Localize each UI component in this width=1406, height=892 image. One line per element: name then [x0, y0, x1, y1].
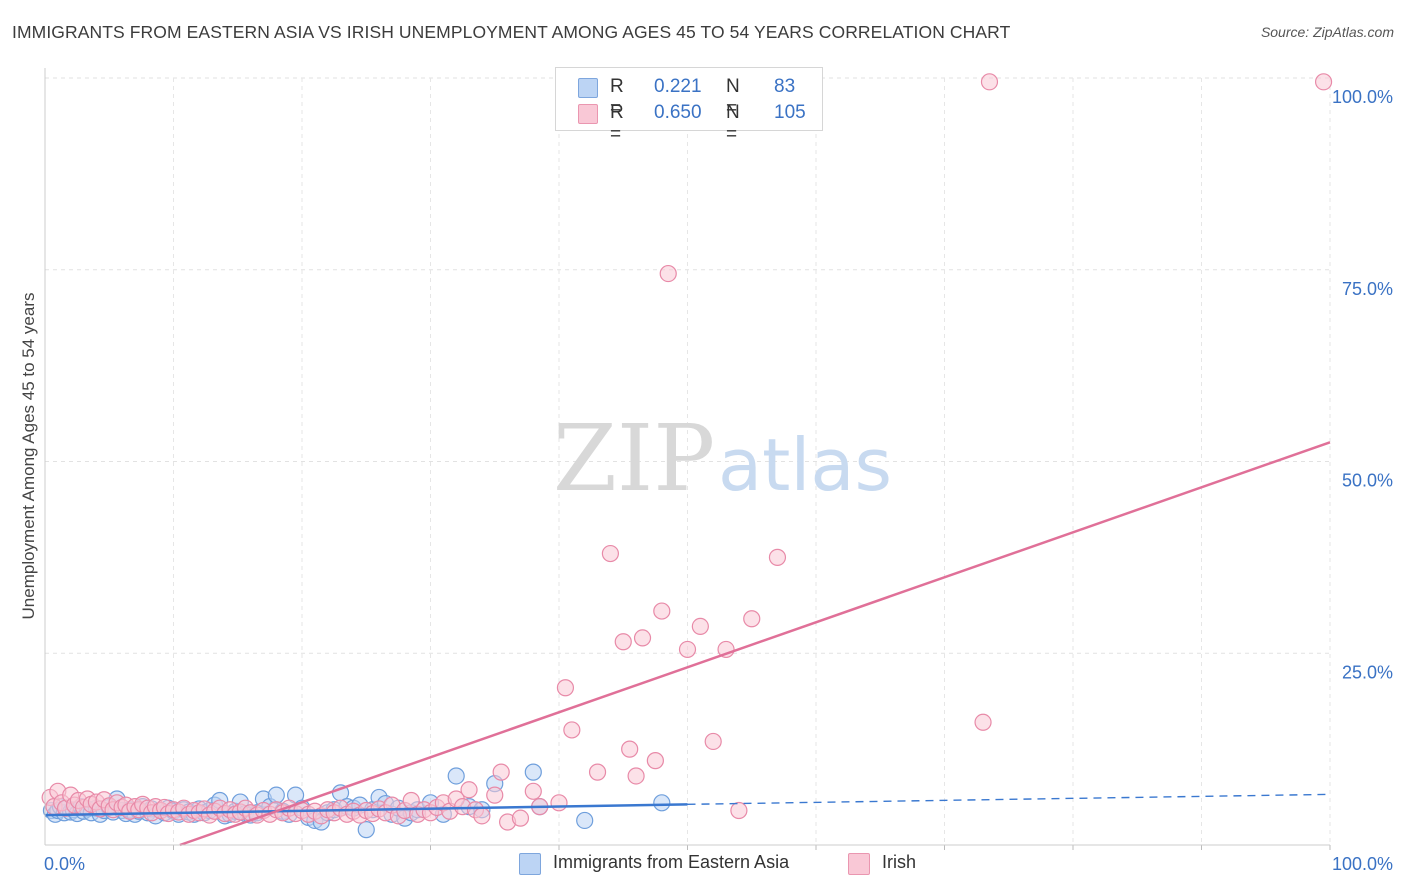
y-tick-label: 50.0%: [1342, 471, 1393, 491]
irish-point: [627, 767, 645, 785]
irish-point: [743, 610, 761, 628]
irish-point: [460, 781, 478, 799]
irish-point: [511, 809, 530, 827]
x-tick-label: 100.0%: [1332, 854, 1393, 874]
eastern-asia-point: [524, 763, 542, 781]
legend-n-label: N =: [726, 102, 740, 145]
y-axis-label: Unemployment Among Ages 45 to 54 years: [19, 293, 38, 620]
eastern-asia-trend-line: [44, 803, 688, 817]
source-label: Source: ZipAtlas.com: [1260, 24, 1394, 40]
x-tick-label: 0.0%: [44, 854, 85, 874]
legend-r-label: R =: [610, 102, 624, 145]
series-legend: Immigrants from Eastern Asia Irish: [0, 852, 1406, 876]
irish-point: [974, 713, 992, 731]
eastern-asia-point: [267, 786, 285, 804]
irish-point: [550, 794, 568, 812]
irish-point: [563, 721, 581, 739]
stats-legend: R = 0.221 N = 83 R = 0.650 N = 105: [555, 67, 823, 145]
legend-n-value: 83: [774, 76, 796, 97]
legend-n-value: 105: [774, 102, 806, 123]
eastern-asia-point: [447, 767, 465, 785]
irish-point: [768, 548, 787, 566]
irish-point: [614, 633, 632, 651]
legend-r-value: 0.650: [654, 102, 702, 123]
watermark: ZIP atlas: [553, 405, 892, 512]
irish-point: [588, 763, 607, 781]
irish-point: [704, 732, 722, 751]
axis-layer: 25.0% 50.0% 75.0% 100.0% 0.0% 100.0%: [44, 68, 1393, 874]
irish-point: [601, 544, 620, 563]
irish-point: [1314, 73, 1333, 91]
irish-point: [621, 740, 639, 758]
eastern-asia-trend-extension: [687, 793, 1331, 806]
series-legend-label: Irish: [882, 852, 917, 872]
irish-point: [691, 617, 709, 636]
irish-point: [524, 782, 542, 800]
y-tick-label: 25.0%: [1342, 662, 1393, 682]
legend-r-label: R =: [610, 76, 624, 119]
irish-point: [633, 629, 652, 647]
watermark-zip: ZIP: [553, 405, 715, 512]
y-tick-label: 75.0%: [1342, 279, 1393, 299]
y-tick-label: 100.0%: [1332, 87, 1393, 107]
irish-point: [646, 752, 664, 770]
irish-point: [473, 807, 491, 825]
watermark-atlas: atlas: [718, 423, 892, 507]
eastern-asia-point: [357, 821, 375, 839]
irish-point: [653, 602, 671, 620]
irish-point: [486, 786, 504, 804]
irish-point: [659, 264, 677, 283]
irish-point: [678, 640, 697, 659]
legend-r-value: 0.221: [654, 76, 702, 97]
irish-point: [492, 763, 510, 781]
irish-point: [980, 73, 999, 91]
series-swatch-pink: [848, 853, 870, 875]
irish-trend-line: [179, 441, 1331, 847]
irish-point: [556, 679, 575, 697]
series-swatch-blue: [519, 853, 541, 875]
irish-point: [730, 801, 748, 820]
legend-swatch-pink: [578, 104, 598, 124]
chart-title: IMMIGRANTS FROM EASTERN ASIA VS IRISH UN…: [12, 22, 1011, 42]
legend-n-label: N =: [726, 76, 740, 119]
series-legend-label: Immigrants from Eastern Asia: [553, 852, 790, 872]
eastern-asia-point: [576, 811, 594, 830]
trend-layer: [44, 441, 1331, 847]
eastern-asia-point: [653, 794, 671, 812]
legend-swatch-blue: [578, 78, 598, 98]
